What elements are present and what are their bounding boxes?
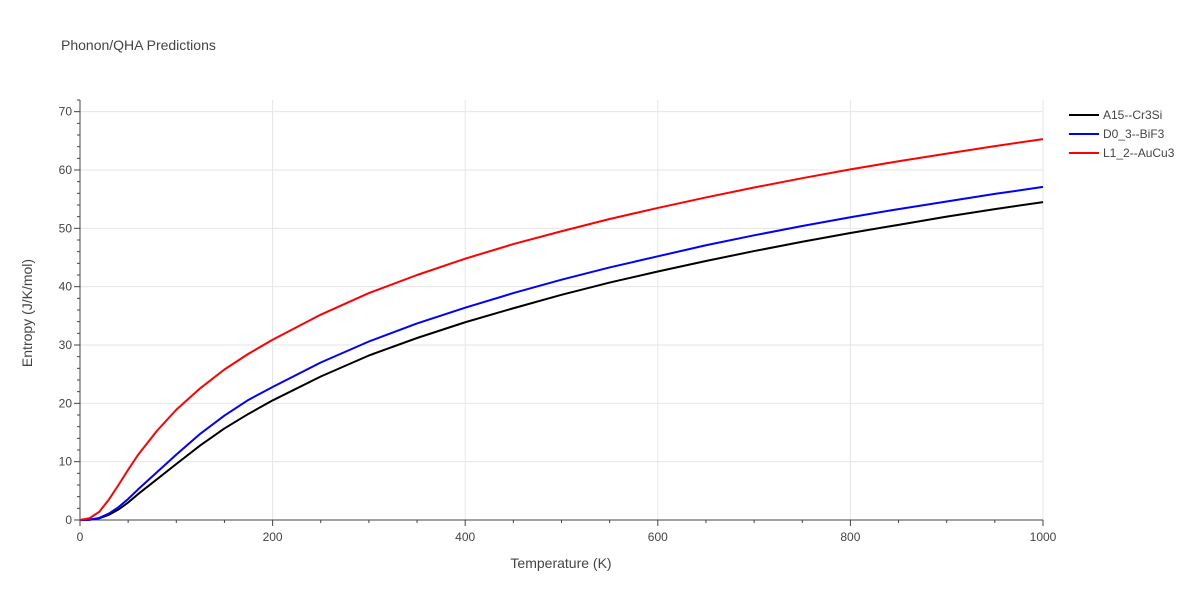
- y-tick-label: 70: [59, 105, 73, 119]
- y-tick-label: 50: [59, 221, 73, 235]
- grid-lines: [80, 100, 1044, 520]
- x-tick-label: 200: [263, 530, 283, 544]
- y-tick-label: 30: [59, 338, 73, 352]
- y-tick-label: 10: [59, 455, 73, 469]
- legend-label: L1_2--AuCu3: [1103, 146, 1175, 160]
- x-tick-label: 800: [840, 530, 860, 544]
- y-axis-label: Entropy (J/K/mol): [19, 259, 35, 367]
- series-line-2: [79, 185, 1044, 521]
- legend[interactable]: A15--Cr3Si D0_3--BiF3 L1_2--AuCu3: [1069, 108, 1175, 160]
- x-axis-label: Temperature (K): [510, 555, 611, 571]
- series-lines: [79, 138, 1044, 521]
- y-tick-label: 60: [59, 163, 73, 177]
- y-tick-label: 0: [65, 513, 72, 527]
- chart-title: Phonon/QHA Predictions: [61, 37, 216, 53]
- x-tick-label: 1000: [1030, 530, 1057, 544]
- legend-label: A15--Cr3Si: [1103, 108, 1162, 122]
- legend-item[interactable]: D0_3--BiF3: [1069, 127, 1165, 141]
- series-line-3: [79, 138, 1044, 521]
- legend-item[interactable]: A15--Cr3Si: [1069, 108, 1162, 122]
- x-tick-label: 600: [648, 530, 668, 544]
- y-tick-label: 20: [59, 396, 73, 410]
- legend-label: D0_3--BiF3: [1103, 127, 1165, 141]
- legend-item[interactable]: L1_2--AuCu3: [1069, 146, 1175, 160]
- axes: 0 200 400 600 800 1000 0 10 20 30 40 50 60 70: [59, 99, 1057, 544]
- y-tick-label: 40: [59, 280, 73, 294]
- series-line-1: [79, 201, 1044, 521]
- x-tick-label: 0: [77, 530, 84, 544]
- x-tick-label: 400: [455, 530, 475, 544]
